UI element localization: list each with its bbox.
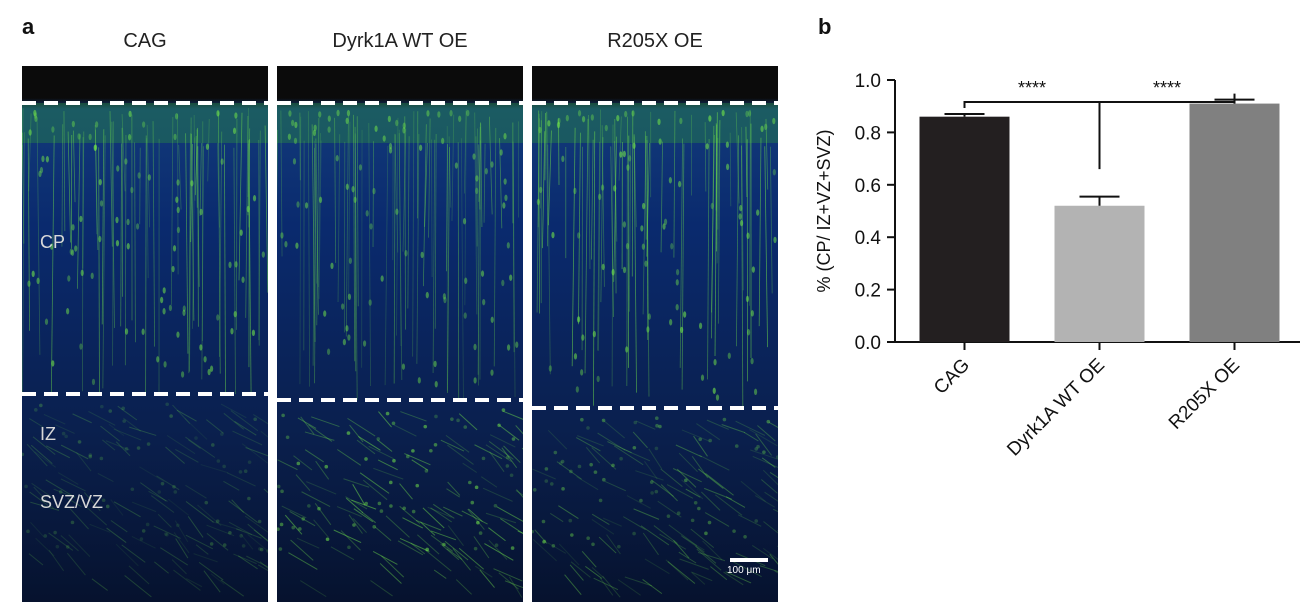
bar-1 [1054,205,1145,342]
significance-label-1: **** [1153,78,1181,98]
micrograph-dyrk1a-wt-oe [277,66,523,602]
panel-a-letter: a [22,14,35,39]
scale-bar [730,558,768,562]
y-tick-label: 1.0 [855,71,881,92]
y-tick-label: 0.6 [855,176,881,197]
x-tick-label: Dyrk1A WT OE [1003,355,1109,461]
micrograph-cag [22,66,268,602]
x-tick-label: R205X OE [1165,355,1244,434]
panel-b-letter: b [818,14,832,39]
scale-bar-label: 100 μm [727,565,761,576]
x-tick-label: CAG [930,355,974,399]
region-label-svz-vz: SVZ/VZ [40,492,104,512]
bar-chart: 0.0 0.2 0.4 0.6 0.8 1.0 % (CP/ IZ+VZ+SVZ) CAG Dy… [814,71,1300,461]
region-label-iz: IZ [40,424,56,444]
column-title-r205x-oe: R205X OE [607,30,703,52]
column-title-cag: CAG [123,30,167,52]
column-title-dyrk1a-wt-oe: Dyrk1A WT OE [332,30,468,52]
y-axis-label: % (CP/ IZ+VZ+SVZ) [814,129,834,292]
bar-0 [919,116,1010,343]
y-tick-label: 0.0 [855,333,881,354]
micrograph-r205x-oe [532,66,778,602]
region-label-cp: CP [40,232,66,252]
y-tick-label: 0.8 [855,123,881,144]
significance-bracket-1: **** [1098,78,1236,170]
y-tick-label: 0.4 [855,228,882,249]
y-tick-label: 0.2 [855,281,881,302]
significance-label-0: **** [1018,78,1046,98]
bar-2 [1189,103,1280,342]
